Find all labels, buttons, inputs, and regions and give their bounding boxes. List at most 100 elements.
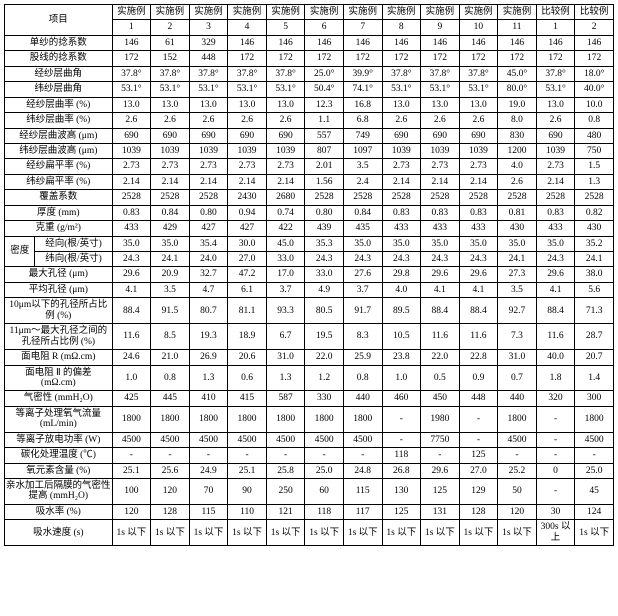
cell: - [266,448,305,463]
cell: 2.4 [343,174,382,189]
cell: 1s 以下 [151,520,190,546]
cell: 2.73 [536,159,575,174]
cell: 71.3 [575,298,614,324]
cell: 93.3 [266,298,305,324]
cell: - [536,432,575,447]
cell: 18.9 [228,324,267,350]
cell: 1039 [112,143,151,158]
cell: 91.5 [151,298,190,324]
cell: 1800 [189,406,228,432]
cell: 24.1 [498,252,537,267]
cell: 1800 [575,406,614,432]
cell: 24.9 [189,463,228,478]
cell: 2.14 [382,174,421,189]
cell: 20.9 [151,267,190,282]
cell: 1s 以下 [498,520,537,546]
row-label: 纬纱层曲波高 (μm) [5,143,113,158]
data-table: 项目实施例实施例实施例实施例实施例实施例实施例实施例实施例实施例实施例比较例比较… [4,4,614,546]
cell: 26.9 [189,350,228,365]
cell: 53.1° [266,82,305,97]
cell: 21.0 [151,350,190,365]
col-header-top-8: 实施例 [421,5,460,20]
cell: 690 [421,128,460,143]
cell: 172 [305,51,344,66]
cell: 4.1 [459,282,498,297]
cell: 1039 [536,143,575,158]
cell: 1.4 [575,365,614,391]
cell: 4500 [343,432,382,447]
cell: 433 [459,221,498,236]
cell: 1s 以下 [228,520,267,546]
col-header-bot-8: 9 [421,20,460,35]
cell: 172 [266,51,305,66]
cell: 20.6 [228,350,267,365]
cell: 415 [228,391,267,406]
cell: 4500 [498,432,537,447]
cell: 13.0 [266,97,305,112]
row-label: 最大孔径 (μm) [5,267,113,282]
cell: 13.0 [112,97,151,112]
col-header-top-11: 比较例 [536,5,575,20]
cell: 1800 [305,406,344,432]
cell: 1s 以下 [343,520,382,546]
cell: 1980 [421,406,460,432]
row-label: 等离子处理氧气流量 (mL/min) [5,406,113,432]
table-body: 单纱的捻系数1466132914614614614614614614614614… [5,35,614,545]
cell: 37.8° [536,66,575,81]
cell: 29.6 [536,267,575,282]
cell: 172 [343,51,382,66]
cell: - [498,448,537,463]
cell: 35.2 [575,236,614,251]
cell: 480 [575,128,614,143]
cell: 29.6 [459,267,498,282]
cell: 557 [305,128,344,143]
cell: 4500 [228,432,267,447]
cell: 53.1° [382,82,421,97]
cell: 125 [421,479,460,505]
col-header-bot-6: 7 [343,20,382,35]
cell: 30 [536,504,575,519]
cell: 0.81 [498,205,537,220]
cell: 125 [382,504,421,519]
cell: 172 [536,51,575,66]
cell: 0 [536,463,575,478]
cell: 2.6 [421,113,460,128]
row-label: 氧元素含量 (%) [5,463,113,478]
cell: 1.8 [536,365,575,391]
cell: 24.3 [536,252,575,267]
cell: 830 [498,128,537,143]
cell: 35.0 [421,236,460,251]
cell: - [459,406,498,432]
cell: 4.9 [305,282,344,297]
cell: 1039 [421,143,460,158]
row-label: 等离子放电功率 (W) [5,432,113,447]
cell: 1800 [112,406,151,432]
header-project: 项目 [5,5,113,36]
col-header-top-4: 实施例 [266,5,305,20]
cell: 92.7 [498,298,537,324]
cell: 1800 [343,406,382,432]
cell: 25.0 [305,463,344,478]
cell: 81.1 [228,298,267,324]
cell: 146 [305,35,344,50]
cell: - [382,432,421,447]
col-header-top-2: 实施例 [189,5,228,20]
cell: 37.8° [459,66,498,81]
cell: 53.1° [228,82,267,97]
cell: 2528 [459,190,498,205]
cell: 2528 [575,190,614,205]
cell: 690 [189,128,228,143]
cell: 172 [459,51,498,66]
cell: 11.6 [112,324,151,350]
cell: 300s 以上 [536,520,575,546]
cell: 19.3 [189,324,228,350]
cell: 2.73 [189,159,228,174]
cell: 410 [189,391,228,406]
cell: 1039 [459,143,498,158]
cell: 60 [305,479,344,505]
cell: 1039 [382,143,421,158]
cell: 37.8° [228,66,267,81]
row-label: 平均孔径 (μm) [5,282,113,297]
cell: 1.56 [305,174,344,189]
cell: 23.8 [382,350,421,365]
